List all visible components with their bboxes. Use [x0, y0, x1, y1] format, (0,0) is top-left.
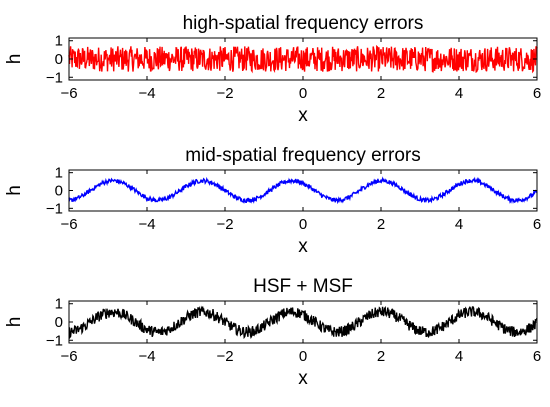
y-tick-label: 1: [55, 33, 63, 50]
x-axis-label: x: [298, 236, 308, 257]
subplot-1: high-spatial frequency errors −6 −4 −2 0 2 4 6 −…: [4, 13, 541, 126]
x-tick-label: −4: [138, 348, 155, 365]
x-tick-label: 0: [299, 85, 307, 102]
y-axis-label: h: [4, 54, 25, 65]
y-tick-label: 0: [55, 51, 63, 68]
x-tick-label: 6: [533, 216, 541, 233]
x-tick-label: −4: [138, 216, 155, 233]
axes-frame: [68, 169, 538, 212]
x-tick-label: 0: [299, 216, 307, 233]
data-line: [68, 305, 538, 340]
x-tick-label: 2: [377, 216, 385, 233]
subplot-title: HSF + MSF: [253, 276, 353, 297]
subplot-2: mid-spatial frequency errors −6 −4 −2 0 2 4 6 −1…: [4, 145, 541, 257]
x-tick-label: 4: [455, 348, 463, 365]
x-tick-label: −6: [60, 216, 77, 233]
y-tick-label: −1: [46, 200, 63, 217]
x-tick-label: 6: [533, 85, 541, 102]
y-tick-label: −1: [46, 69, 63, 86]
x-axis-label: x: [298, 105, 308, 126]
x-tick-label: −2: [216, 85, 233, 102]
y-axis-label: h: [4, 185, 25, 196]
x-tick-label: −4: [138, 85, 155, 102]
data-line: [68, 44, 538, 74]
x-tick-label: 4: [455, 216, 463, 233]
y-tick-label: 1: [55, 165, 63, 182]
x-axis-label: x: [298, 368, 308, 389]
y-tick-label: 0: [55, 314, 63, 331]
x-tick-label: −2: [216, 216, 233, 233]
subplot-title: mid-spatial frequency errors: [185, 145, 420, 166]
x-tick-label: −6: [60, 348, 77, 365]
y-tick-label: 1: [55, 296, 63, 313]
x-tick-label: 4: [455, 85, 463, 102]
x-tick-label: 2: [377, 85, 385, 102]
x-tick-label: 0: [299, 348, 307, 365]
x-tick-label: 6: [533, 348, 541, 365]
subplot-title: high-spatial frequency errors: [183, 13, 424, 34]
x-tick-label: −2: [216, 348, 233, 365]
x-tick-label: 2: [377, 348, 385, 365]
data-line: [68, 176, 538, 205]
y-axis-label: h: [4, 317, 25, 328]
y-tick-label: 0: [55, 183, 63, 200]
x-tick-label: −6: [60, 85, 77, 102]
y-tick-label: −1: [46, 332, 63, 349]
